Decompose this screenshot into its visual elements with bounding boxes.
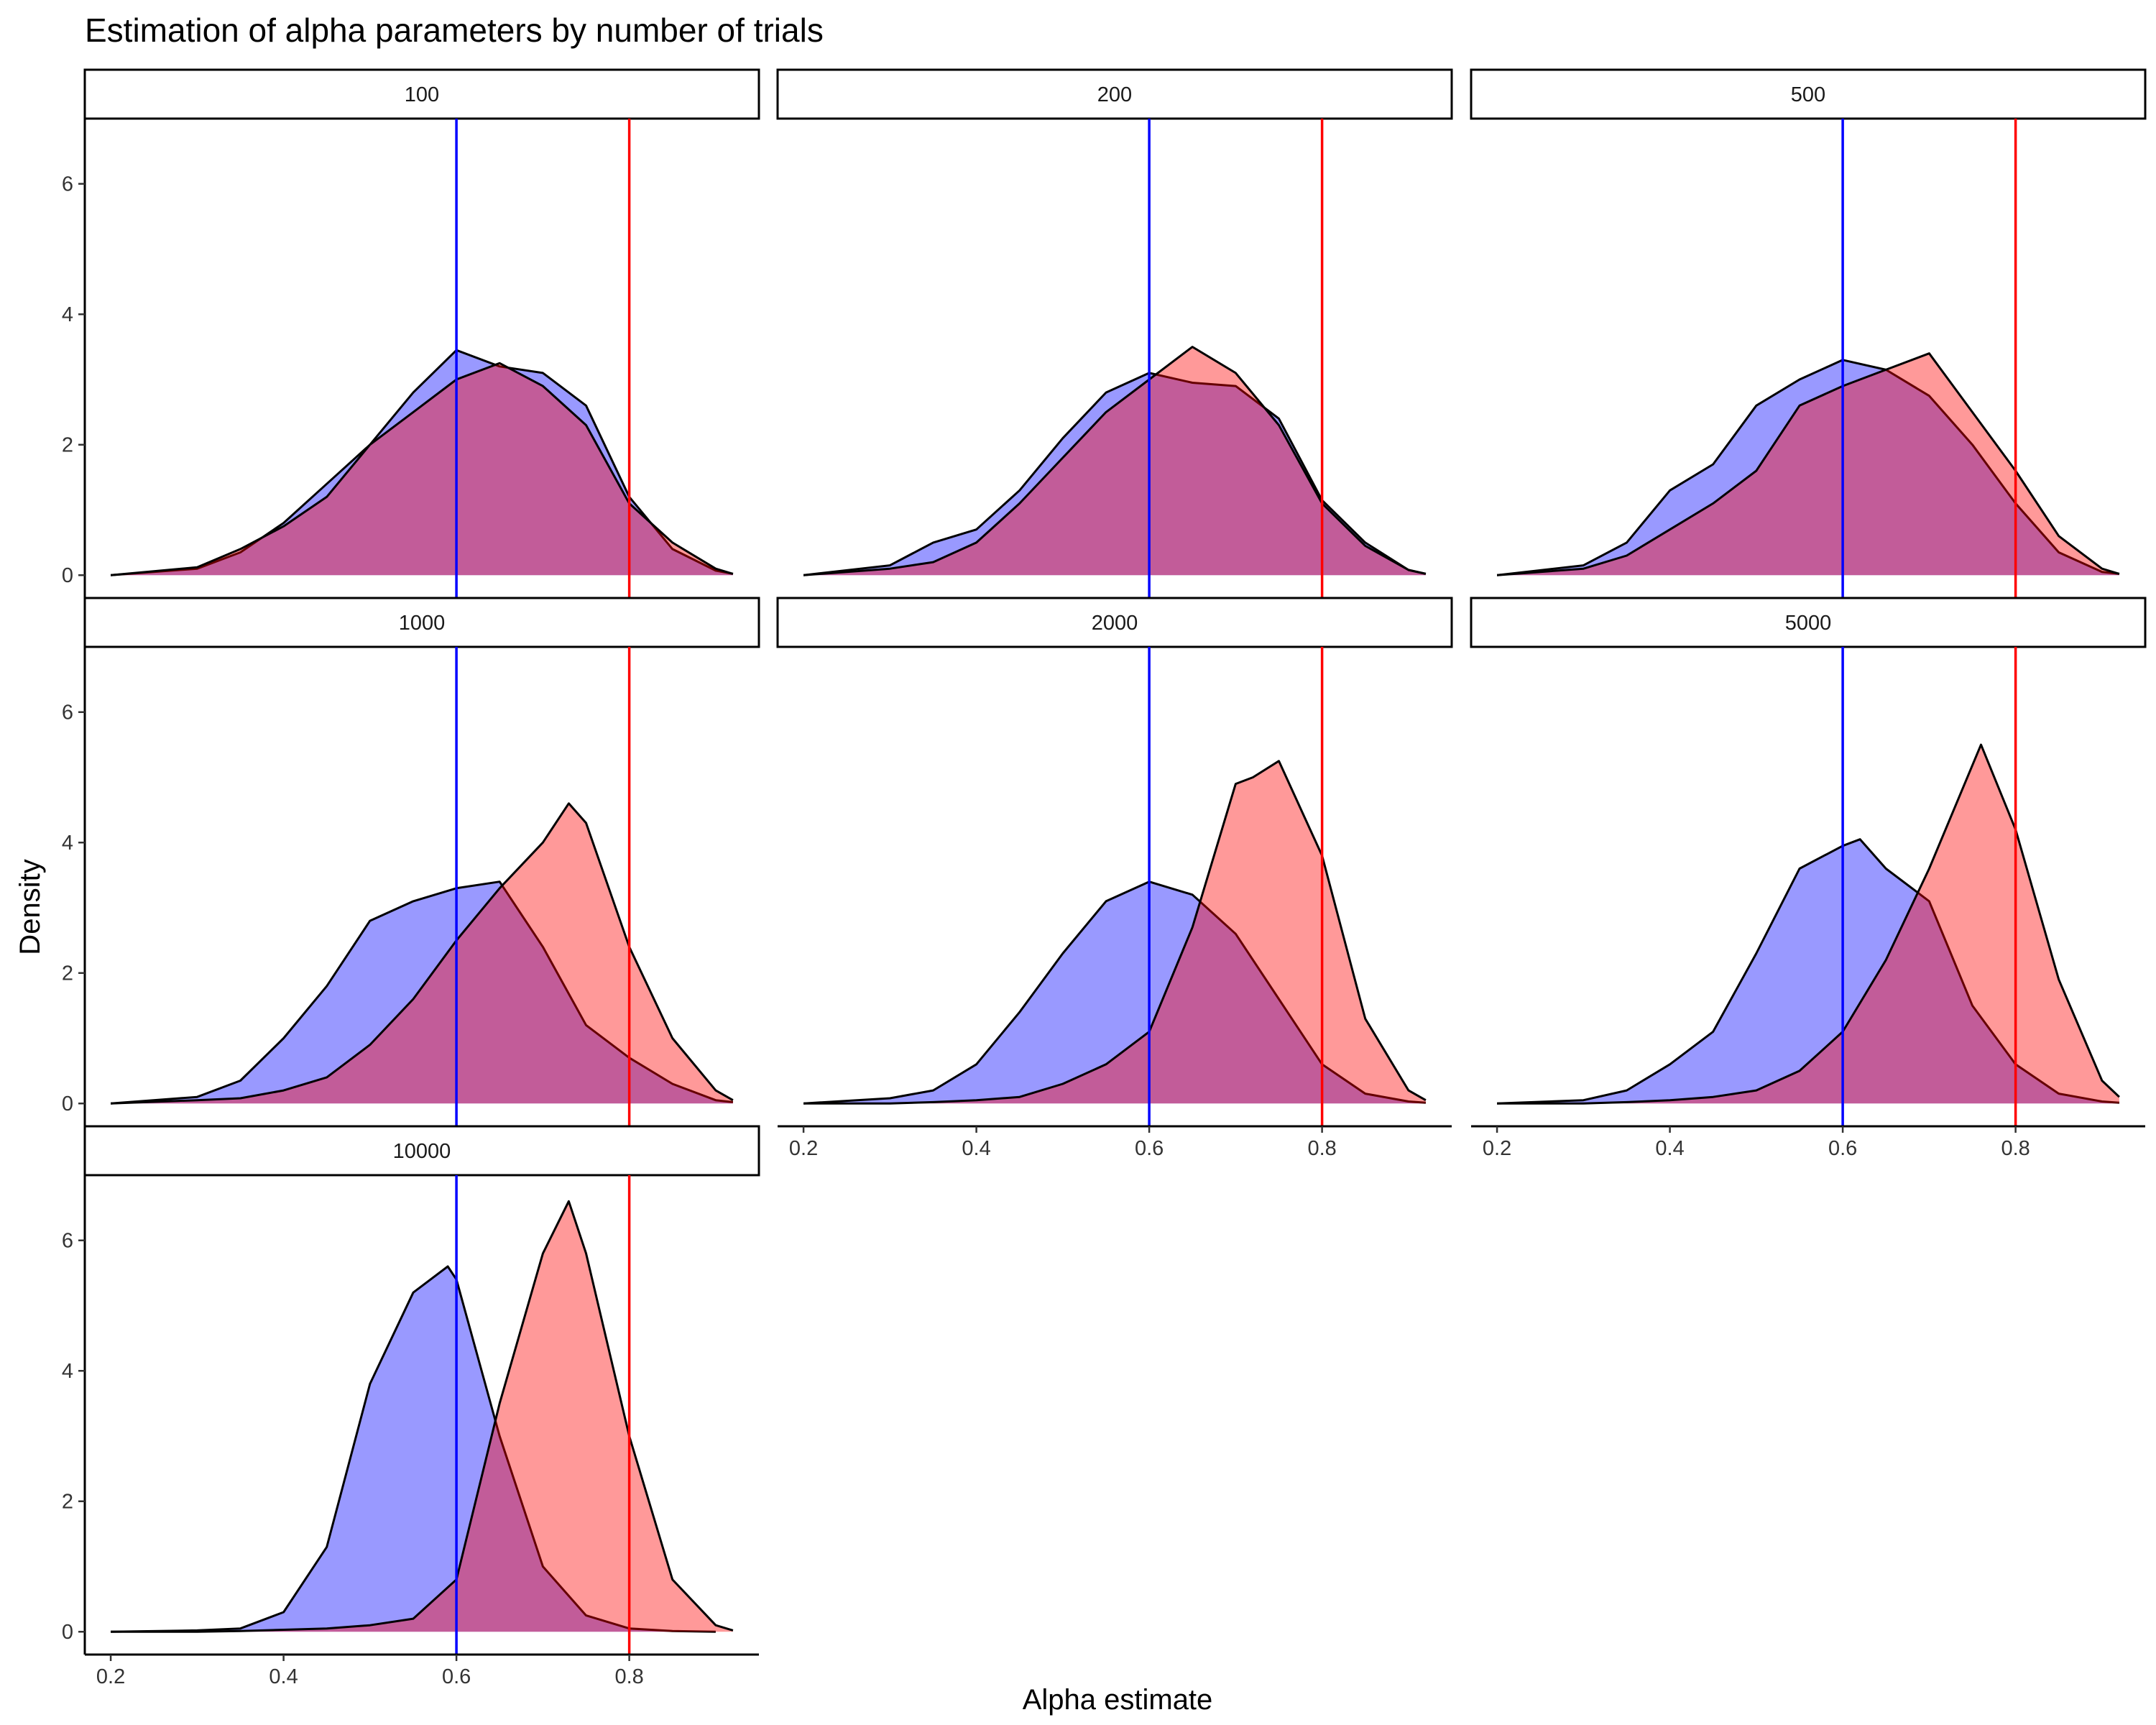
strip-label: 1000	[399, 612, 446, 635]
x-tick-label: 0.2	[96, 1665, 125, 1688]
strip-box	[83, 1125, 760, 1177]
x-tick-label: 0.4	[962, 1137, 990, 1160]
strip-label: 5000	[1785, 612, 1832, 635]
density-curve-red	[111, 802, 734, 1105]
y-tick-label: 4	[62, 832, 73, 855]
strip-label: 2000	[1092, 612, 1138, 635]
y-tick-label: 0	[62, 1621, 73, 1644]
strip-label: 100	[405, 83, 439, 106]
panel-500: 500	[1470, 68, 2147, 598]
density-area-red	[803, 760, 1426, 1104]
panel-5000: 5000 0.2 0.4 0.6 0.8	[1470, 597, 2147, 1160]
x-tick-label: 0.6	[1828, 1137, 1857, 1160]
y-tick-label: 2	[62, 962, 73, 985]
x-axis-title: Alpha estimate	[1023, 1684, 1213, 1716]
strip-box	[776, 68, 1453, 120]
y-tick-label: 6	[62, 173, 73, 196]
density-area-blue	[111, 881, 733, 1104]
density-area-red	[111, 1201, 733, 1632]
x-tick-label: 0.6	[442, 1665, 471, 1688]
density-area-blue	[1497, 839, 2119, 1104]
density-area-red	[1497, 353, 2119, 576]
density-area-blue	[111, 350, 733, 576]
panel-100: 100 0 2 4 6	[62, 68, 760, 598]
y-tick-label: 2	[62, 434, 73, 457]
x-tick-label: 0.2	[789, 1137, 818, 1160]
x-tick-label: 0.2	[1483, 1137, 1511, 1160]
x-tick-label: 0.8	[2001, 1137, 2030, 1160]
strip-box	[1470, 597, 2147, 648]
y-tick-label: 4	[62, 303, 73, 326]
y-tick-label: 4	[62, 1360, 73, 1383]
density-curve-blue	[111, 1265, 716, 1633]
strip-box	[83, 597, 760, 648]
density-curve-red	[803, 760, 1427, 1105]
density-area-red	[1497, 745, 2119, 1104]
strip-box	[83, 68, 760, 120]
chart-title: Estimation of alpha parameters by number…	[85, 12, 824, 49]
density-area-red	[803, 346, 1426, 576]
density-area-red	[111, 363, 733, 576]
y-tick-label: 0	[62, 564, 73, 587]
x-tick-label: 0.4	[1655, 1137, 1684, 1160]
density-area-red	[111, 803, 733, 1104]
density-curve-red	[111, 1200, 734, 1633]
strip-label: 10000	[393, 1140, 451, 1163]
panel-1000: 1000 0 2 4 6	[62, 597, 760, 1126]
x-tick-label: 0.8	[614, 1665, 643, 1688]
y-tick-label: 6	[62, 702, 73, 724]
strip-label: 200	[1097, 83, 1132, 106]
strip-box	[776, 597, 1453, 648]
strip-box	[1470, 68, 2147, 120]
panel-200: 200	[776, 68, 1453, 598]
y-tick-label: 2	[62, 1491, 73, 1514]
y-tick-label: 6	[62, 1230, 73, 1253]
y-axis-title: Density	[14, 859, 46, 954]
panel-2000: 2000 0.2 0.4 0.6 0.8	[776, 597, 1453, 1160]
density-area-blue	[803, 881, 1426, 1104]
strip-label: 500	[1791, 83, 1825, 106]
density-curve-blue	[1497, 838, 2120, 1105]
y-tick-label: 0	[62, 1092, 73, 1116]
density-area-blue	[1497, 359, 2119, 576]
x-tick-label: 0.4	[269, 1665, 298, 1688]
x-tick-label: 0.6	[1135, 1137, 1164, 1160]
x-tick-label: 0.8	[1307, 1137, 1336, 1160]
density-area-blue	[111, 1266, 716, 1632]
panel-10000: 10000 0 2 4 6 0.2 0.4 0.6 0.8	[62, 1125, 760, 1688]
density-area-blue	[803, 372, 1426, 576]
